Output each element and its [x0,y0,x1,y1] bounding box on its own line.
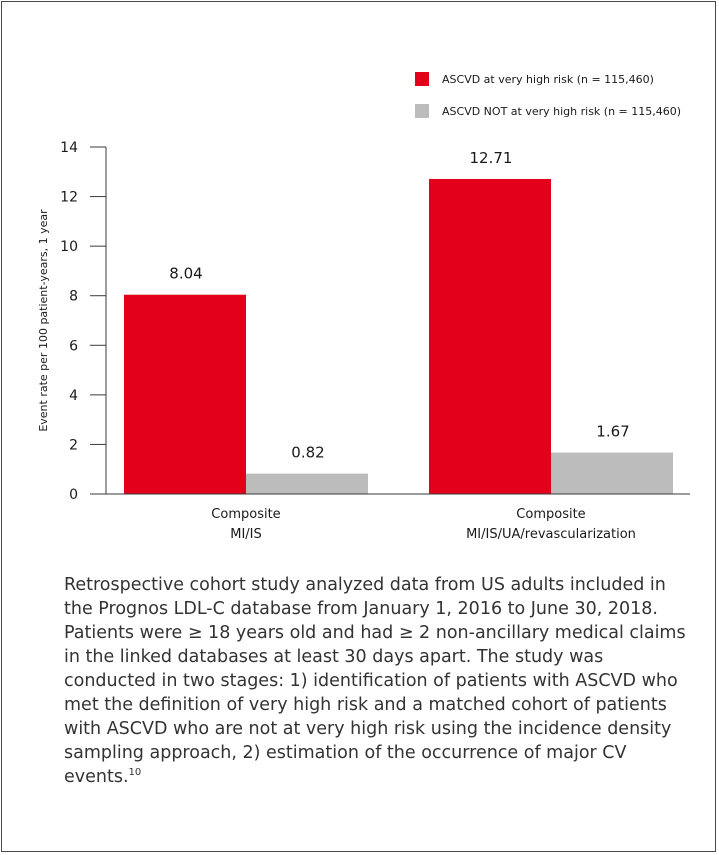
y-tick-label-0: 0 [69,487,78,503]
legend-swatch-1 [415,72,429,86]
x-category-label-1-2: MI/IS [230,527,262,542]
legend-swatch-2 [415,104,429,118]
value-label-2-1: 0.82 [291,444,324,462]
bar-1-1 [124,294,246,494]
value-label-1-2: 12.71 [470,149,513,167]
y-tick-label-4: 4 [69,388,78,404]
x-axis: Composite MI/IS Composite MI/IS/UA/revascul… [90,493,690,542]
value-label-2-2: 1.67 [596,423,629,441]
legend-label-1: ASCVD at very high risk (n = 115,460) [442,73,654,86]
y-tick-label-12: 12 [60,190,78,206]
bars: 8.04 0.82 12.71 1.67 [124,149,673,494]
y-axis: 0 2 4 6 8 10 12 14 Event rate per 100 patient-ye… [37,140,107,503]
y-axis-title: Event rate per 100 patient-years, 1 year [37,209,50,432]
y-tick-label-14: 14 [60,140,78,156]
caption-reference: 10 [128,767,142,779]
caption-text: Retrospective cohort study analyzed data… [64,575,686,787]
caption: Retrospective cohort study analyzed data… [64,573,692,789]
y-tick-label-8: 8 [69,289,78,305]
x-category-label-1-1: Composite [211,507,280,522]
bar-chart: ASCVD at very high risk (n = 115,460) ASC… [37,72,690,542]
bar-1-2 [429,178,551,494]
legend-label-2: ASCVD NOT at very high risk (n = 115,460… [442,105,681,118]
y-tick-label-2: 2 [69,437,78,453]
legend: ASCVD at very high risk (n = 115,460) ASC… [415,72,681,118]
value-label-1-1: 8.04 [169,265,202,283]
y-tick-label-6: 6 [69,338,78,354]
bar-2-1 [246,473,368,494]
x-category-label-2-1: Composite [516,507,585,522]
y-tick-label-10: 10 [60,239,78,255]
x-category-label-2-2: MI/IS/UA/revascularization [466,527,636,542]
bar-2-2 [551,452,673,494]
